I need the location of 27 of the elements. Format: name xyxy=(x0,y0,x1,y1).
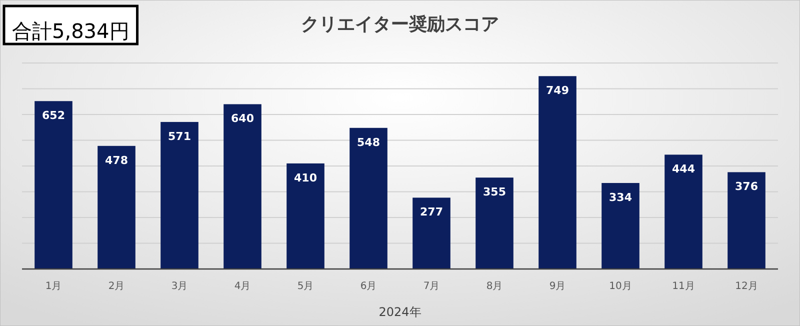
x-tick-label: 3月 xyxy=(171,281,188,292)
data-label: 548 xyxy=(357,136,380,149)
data-label: 640 xyxy=(231,112,254,126)
data-label: 277 xyxy=(420,206,443,219)
data-label: 571 xyxy=(168,130,191,143)
text: 合計5,834円 xyxy=(12,19,130,43)
data-label: 376 xyxy=(735,180,758,194)
data-label: 355 xyxy=(483,186,506,199)
x-tick-label: 8月 xyxy=(486,281,503,292)
x-axis-title: 2024年 xyxy=(378,305,422,319)
data-label: 444 xyxy=(672,162,696,176)
x-tick-label: 10月 xyxy=(609,281,632,292)
x-tick-label: 1月 xyxy=(45,281,62,292)
data-label: 652 xyxy=(42,109,65,122)
x-tick-label: 9月 xyxy=(549,281,566,292)
x-tick-label: 2月 xyxy=(108,281,125,292)
x-tick-label: 11月 xyxy=(672,281,695,292)
chart-title: クリエイター奨励スコア xyxy=(301,14,499,35)
data-label: 410 xyxy=(294,171,318,184)
x-tick-label: 12月 xyxy=(735,281,758,292)
x-tick-label: 4月 xyxy=(234,281,251,292)
data-label: 334 xyxy=(609,190,632,204)
data-label: 478 xyxy=(105,154,128,167)
x-tick-label: 5月 xyxy=(297,281,314,292)
x-tick-label: 7月 xyxy=(423,281,440,292)
data-label: 749 xyxy=(546,84,569,98)
x-tick-label: 6月 xyxy=(360,281,377,292)
